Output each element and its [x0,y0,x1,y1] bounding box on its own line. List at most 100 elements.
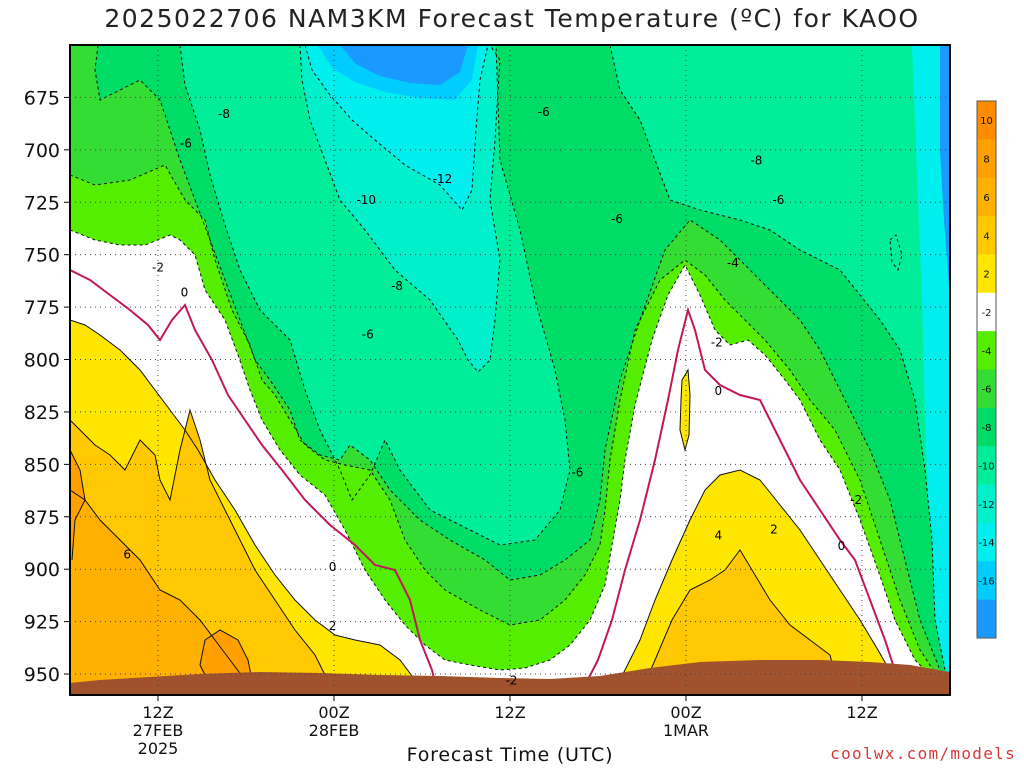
colorbar-tick-label: -16 [978,576,994,587]
contour-lines [70,45,950,695]
colorbar-swatch [977,407,996,447]
colorbar-swatch [977,101,996,140]
x-tick-label: 12Z [142,703,173,722]
x-tick-label: 00Z [670,703,701,722]
colorbar-frame [976,100,997,639]
colorbar-swatch [977,216,996,255]
contour-value-label: 0 [714,384,722,398]
contour-value-label: 2 [329,619,337,633]
contour-line-plus8 [70,449,86,561]
colorbar-tick-label: 6 [983,193,989,204]
colorbar-tick-label: 10 [980,116,993,127]
colorbar-tick-label: -14 [978,538,994,549]
contour-value-label: -6 [180,137,192,151]
contour-value-label: -2 [152,260,164,274]
x-tick-label: 28FEB [309,721,360,740]
colorbar-swatch [977,331,996,370]
colorbar-swatch [977,254,996,294]
y-tick-label: 950 [24,664,60,686]
colorbar-tick-label: 4 [983,231,989,242]
y-tick-label: 900 [24,559,60,581]
freezing-line-left [70,269,439,695]
contour-value-label: 2 [770,522,778,536]
y-tick-label: 675 [24,87,60,109]
contour-value-label: -8 [218,107,230,121]
x-tick-label: 00Z [318,703,349,722]
contour-line-minus10 [299,45,501,373]
y-tick-label: 875 [24,507,60,529]
fill-plus4-spike [680,370,690,450]
colorbar-swatch [977,369,996,409]
y-tick-label: 800 [24,350,60,372]
contour-line-minus4-closed [889,234,903,272]
fill-minus14-right-edge [912,45,950,695]
colorbar-tick-label: -10 [978,461,994,472]
contour-value-label: -6 [538,105,550,119]
colorbar-tick-label: -8 [982,423,992,434]
colorbar-swatch [977,484,996,524]
contour-value-label: -6 [772,193,784,207]
contour-line-plus4-spike [679,368,691,452]
contour-value-label: -4 [727,256,739,270]
contour-line-minus6 [94,45,950,695]
y-tick-label: 750 [24,245,60,267]
colorbar-swatch [977,177,996,217]
contour-value-label: 0 [329,560,337,574]
contour-value-label: -8 [750,153,762,167]
contour-value-label: -2 [505,673,517,687]
contour-value-label: 0 [838,539,846,553]
colorbar-tick-label: -6 [982,385,992,396]
colorbar-tick-label: 2 [983,270,989,281]
y-tick-label: 850 [24,454,60,476]
contour-line-plus2-right [611,469,901,695]
y-tick-label: 775 [24,297,60,319]
contour-line-minus4 [70,164,950,695]
x-tick-label: 12Z [846,703,877,722]
colorbar-tick-label: -4 [982,346,992,357]
x-tick-label: 1MAR [663,721,709,740]
y-tick-label: 700 [24,140,60,162]
contour-value-label: -6 [611,212,623,226]
contour-value-label: -6 [571,466,583,480]
contour-line-minus2 [70,229,950,695]
terrain-ground [70,660,950,695]
contour-value-label: -2 [850,493,862,507]
contour-line-minus12 [304,45,489,211]
fill-plus4-to-plus6-right [640,550,840,695]
colorbar-swatch [977,599,996,639]
source-credit: coolwx.com/models [830,744,1016,763]
fill-minus16-right-edge [940,45,950,300]
colorbar-swatch [977,139,996,179]
y-tick-label: 825 [24,402,60,424]
colorbar-legend: 10 8 6 4 2 -2 -4 -6 -8 -10 -12 -14 -16 [976,100,997,639]
contour-value-label: -8 [391,279,403,293]
contour-value-label: -10 [356,193,376,207]
contour-value-label: -6 [362,327,374,341]
x-tick-label: 27FEB [133,721,184,740]
freezing-line-right [579,306,906,695]
contour-value-label: 6 [123,548,131,562]
contour-value-label: -12 [433,172,453,186]
colorbar-tick-label: 8 [983,155,989,166]
y-axis: 675 700 725 750 775 800 825 850 875 900 925 950 [24,87,70,686]
contour-line-plus2-left [70,319,421,695]
x-axis-title: Forecast Time (UTC) [406,744,614,766]
contour-value-label: -2 [711,336,723,350]
fill-minus16-to-minus18 [340,45,468,85]
chart-title: 2025022706 NAM3KM Forecast Temperature (… [104,4,920,33]
colorbar-swatch [977,446,996,486]
colorbar-tick-label: -12 [978,500,994,511]
contour-line-minus8-right [609,45,950,695]
contour-line-plus6 [70,489,251,695]
gridlines [70,45,950,695]
colorbar-swatch [977,522,996,562]
contour-value-label: 0 [181,285,189,299]
x-tick-label: 12Z [494,703,525,722]
colorbar-swatch [977,561,996,601]
contour-line-plus4-left [70,408,326,695]
y-tick-label: 925 [24,612,60,634]
contour-value-label: 4 [714,529,722,543]
